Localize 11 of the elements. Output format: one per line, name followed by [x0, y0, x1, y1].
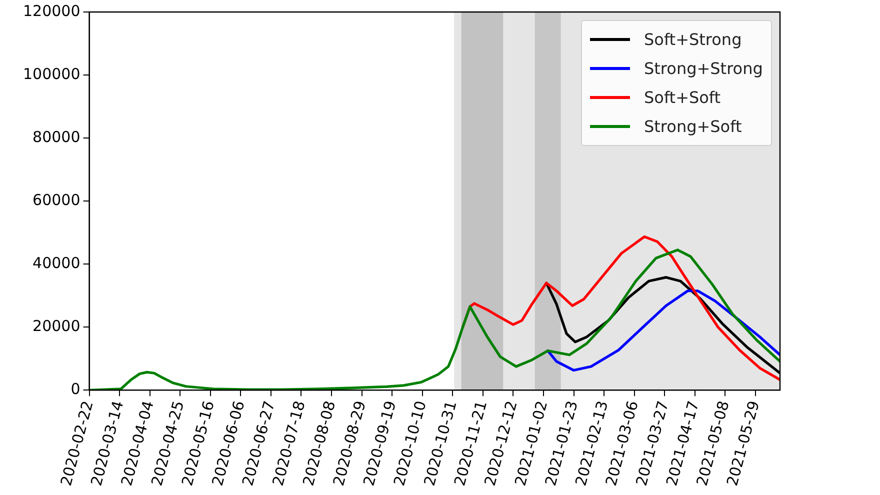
y-tick-label: 60000	[32, 190, 80, 209]
legend-label: Strong+Soft	[644, 117, 742, 136]
y-tick-label: 40000	[32, 254, 80, 272]
legend-label: Strong+Strong	[644, 59, 763, 78]
y-tick-label: 20000	[32, 317, 80, 336]
y-tick-label: 0	[70, 380, 80, 398]
legend-label: Soft+Strong	[644, 30, 742, 49]
y-tick-label: 80000	[32, 128, 80, 146]
legend-label: Soft+Soft	[644, 88, 721, 107]
y-tick-label: 100000	[22, 64, 80, 83]
y-tick-label: 120000	[22, 2, 80, 20]
